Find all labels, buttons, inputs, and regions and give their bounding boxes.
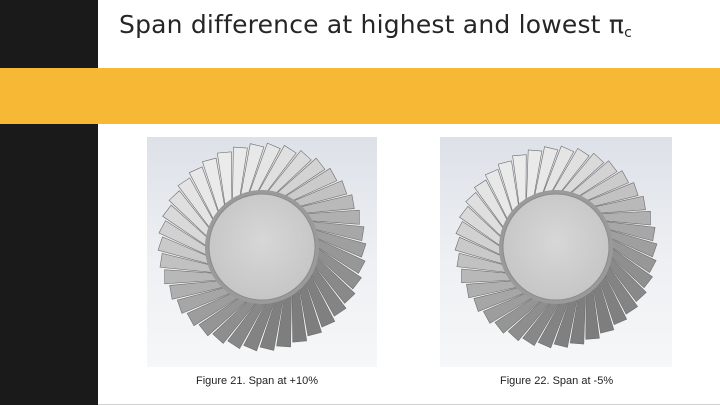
slide-title: Span difference at highest and lowest πc	[119, 10, 632, 41]
slide-title-text: Span difference at highest and lowest π	[119, 10, 625, 39]
figure-22-image	[440, 137, 672, 367]
slide-title-subscript: c	[624, 25, 632, 41]
figure-22-caption: Figure 22. Span at -5%	[500, 375, 614, 387]
turbine-rotor-icon	[454, 145, 658, 349]
figure-21-image	[147, 137, 377, 367]
turbine-rotor-icon	[157, 142, 367, 352]
accent-band	[0, 68, 720, 124]
left-sidebar-bar	[0, 0, 98, 405]
figure-21-caption: Figure 21. Span at +10%	[196, 375, 318, 387]
